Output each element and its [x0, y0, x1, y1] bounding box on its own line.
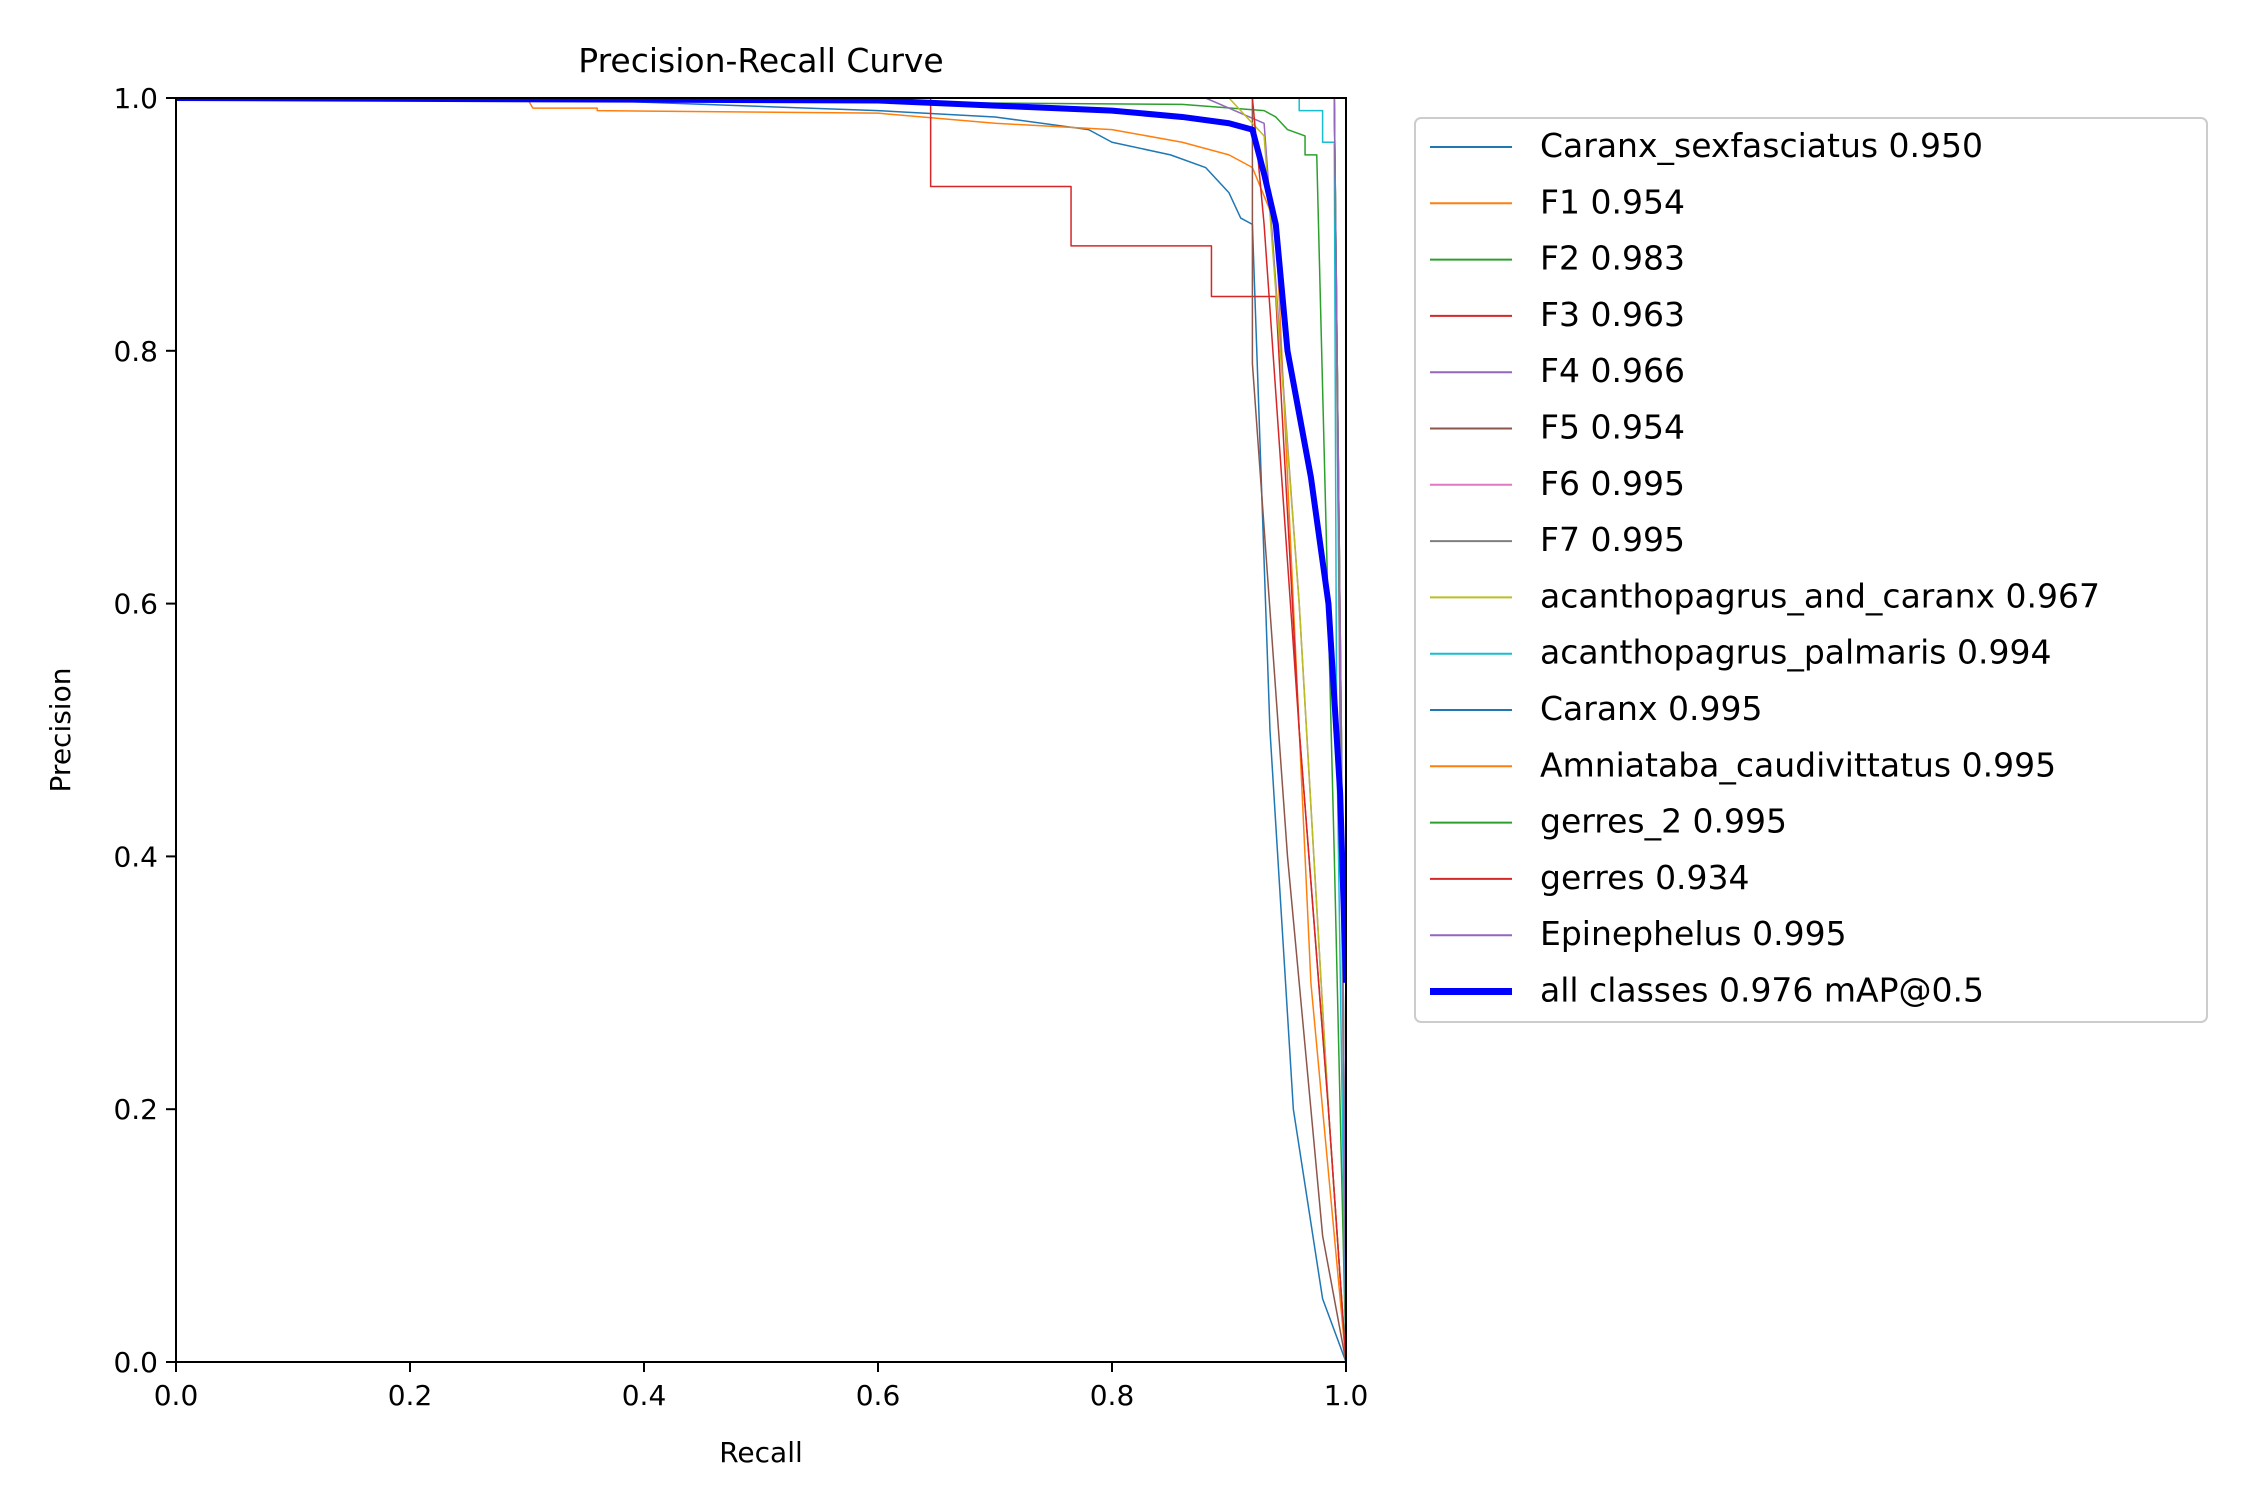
series-line-2 [176, 98, 1346, 1362]
series-layer [176, 98, 1346, 1362]
series-line-0 [176, 98, 1346, 1362]
legend-label-2: F2 0.983 [1540, 239, 1685, 278]
legend-label-11: Amniataba_caudivittatus 0.995 [1540, 745, 2056, 784]
legend-label-8: acanthopagrus_and_caranx 0.967 [1540, 576, 2100, 615]
legend-label-10: Caranx 0.995 [1540, 689, 1762, 728]
series-line-15 [176, 98, 1346, 983]
legend: Caranx_sexfasciatus 0.950 F1 0.954 F2 0.98… [1414, 117, 2208, 1023]
x-tick-label: 1.0 [1324, 1379, 1369, 1412]
legend-label-0: Caranx_sexfasciatus 0.950 [1540, 126, 1983, 165]
x-axis: 0.0 0.2 0.4 0.6 0.8 1.0 [154, 1362, 1369, 1412]
y-axis: 0.0 0.2 0.4 0.6 0.8 1.0 [113, 82, 176, 1379]
series-line-1 [176, 98, 1346, 1362]
series-line-13 [176, 98, 1346, 1362]
x-tick-label: 0.4 [622, 1379, 667, 1412]
y-tick-label: 0.0 [113, 1346, 158, 1379]
chart-title: Precision-Recall Curve [578, 41, 943, 80]
legend-label-4: F4 0.966 [1540, 351, 1685, 390]
legend-label-9: acanthopagrus_palmaris 0.994 [1540, 633, 2051, 672]
plot-frame [175, 97, 1347, 1363]
x-tick-label: 0.0 [154, 1379, 199, 1412]
series-line-9 [176, 98, 1346, 1362]
legend-label-13: gerres 0.934 [1540, 858, 1750, 897]
series-line-5 [176, 98, 1346, 1362]
y-tick-label: 0.8 [113, 335, 158, 368]
series-line-14 [176, 98, 1346, 1362]
legend-label-12: gerres_2 0.995 [1540, 802, 1787, 841]
y-tick-label: 0.2 [113, 1093, 158, 1126]
x-axis-label: Recall [719, 1436, 803, 1469]
x-tick-label: 0.8 [1090, 1379, 1135, 1412]
y-tick-label: 0.6 [113, 588, 158, 621]
y-tick-label: 1.0 [113, 82, 158, 115]
legend-label-7: F7 0.995 [1540, 520, 1685, 559]
legend-label-3: F3 0.963 [1540, 295, 1685, 334]
legend-label-1: F1 0.954 [1540, 182, 1685, 221]
legend-label-5: F5 0.954 [1540, 408, 1685, 447]
legend-frame [1414, 117, 2208, 1023]
legend-label-6: F6 0.995 [1540, 464, 1685, 503]
y-axis-label: Precision [44, 668, 77, 793]
legend-label-14: Epinephelus 0.995 [1540, 914, 1847, 953]
x-tick-label: 0.2 [388, 1379, 433, 1412]
legend-label-15: all classes 0.976 mAP@0.5 [1540, 971, 1984, 1010]
x-tick-label: 0.6 [856, 1379, 901, 1412]
y-tick-label: 0.4 [113, 840, 158, 873]
